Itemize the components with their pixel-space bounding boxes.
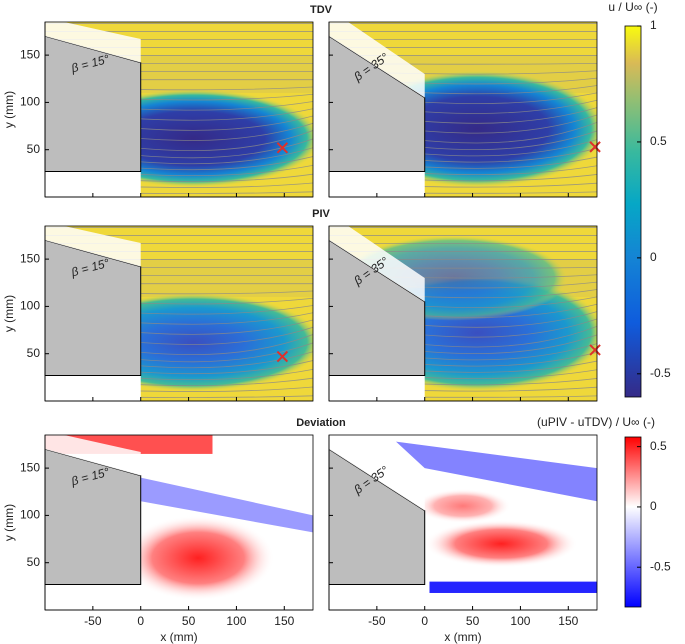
y-label: y (mm) [2, 295, 16, 332]
x-label: x (mm) [444, 630, 481, 644]
ground-gap [45, 375, 141, 401]
marker [276, 350, 289, 363]
body-above [45, 226, 141, 267]
ground-gap [45, 584, 141, 610]
body-above [329, 22, 425, 98]
y-tick-label: 150 [20, 47, 40, 61]
y-tick-label: 50 [27, 346, 41, 360]
y-label: y (mm) [2, 504, 16, 541]
colorbar-label: (uPIV - uTDV) / U∞ (-) [537, 415, 655, 429]
colorbar-tick-label: 0 [650, 499, 657, 513]
colorbar-tick-label: 0 [650, 250, 657, 264]
marker [276, 142, 289, 154]
body-above [45, 435, 141, 476]
colorbar-tick-label: -0.5 [650, 559, 671, 573]
row-title: TDV [310, 4, 333, 16]
y-tick-label: 50 [27, 555, 41, 569]
y-label: y (mm) [2, 91, 16, 128]
ground-gap [329, 584, 425, 610]
body-above [329, 435, 425, 511]
x-tick-label: 150 [558, 614, 578, 628]
x-tick-label: -50 [84, 614, 102, 628]
x-tick-label: -50 [368, 614, 386, 628]
row-title: PIV [312, 208, 330, 220]
colorbar [624, 436, 642, 608]
dev-neg-low [429, 581, 597, 593]
dev-neg [396, 441, 597, 502]
colorbar-label: u / U∞ (-) [608, 0, 657, 14]
dev-pos2 [415, 488, 511, 523]
x-tick-label: 100 [226, 614, 246, 628]
x-tick-label: 150 [274, 614, 294, 628]
marker [589, 344, 601, 356]
colorbar-tick-label: 1 [650, 18, 657, 32]
body-above [329, 226, 425, 302]
y-tick-label: 150 [20, 460, 40, 474]
panel: β = 35° [328, 21, 601, 198]
dev-pos [121, 515, 275, 601]
x-tick-label: 0 [421, 614, 428, 628]
colorbar-tick-label: 0.5 [650, 439, 667, 453]
y-tick-label: 100 [20, 508, 40, 522]
y-tick-label: 150 [20, 251, 40, 265]
x-tick-label: 0 [137, 614, 144, 628]
ground-gap [45, 171, 141, 197]
panel: β = 35° [328, 225, 601, 402]
x-label: x (mm) [160, 630, 197, 644]
colorbar-tick-label: -0.5 [650, 366, 671, 380]
colorbar-tick-label: 0.5 [650, 134, 667, 148]
marker [589, 141, 601, 153]
ground-gap [329, 171, 425, 197]
ground-gap [329, 375, 425, 401]
dev-neg [140, 477, 313, 533]
x-tick-label: 50 [182, 614, 196, 628]
colorbar [624, 25, 642, 398]
x-tick-label: 100 [510, 614, 530, 628]
y-tick-label: 50 [27, 142, 41, 156]
x-tick-label: 50 [466, 614, 480, 628]
y-tick-label: 100 [20, 95, 40, 109]
y-tick-label: 100 [20, 299, 40, 313]
dev-pos [424, 520, 578, 568]
row-title: Deviation [296, 417, 346, 429]
body-above [45, 22, 141, 63]
